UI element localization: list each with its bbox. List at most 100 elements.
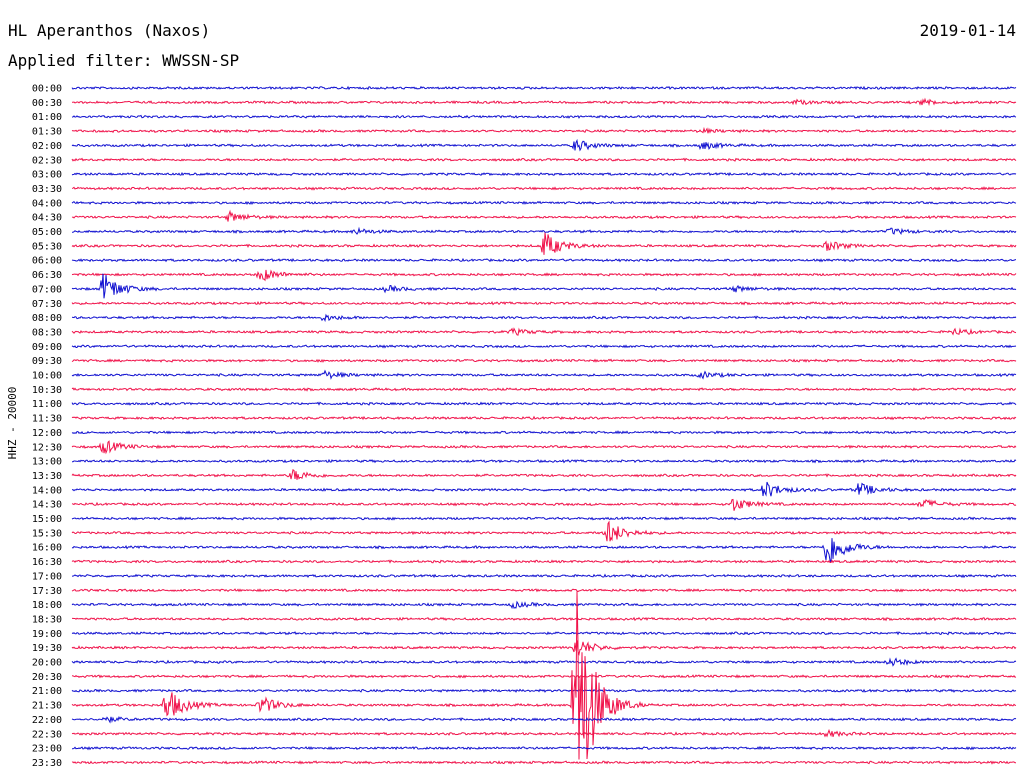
trace-line-0030 [71,97,1017,107]
time-label: 15:30 [32,528,62,539]
trace-line-0930 [71,358,1017,363]
trace-line-1600 [71,538,1017,563]
trace-line-0630 [71,269,1017,282]
trace-line-1630 [71,559,1017,564]
time-label: 03:00 [32,170,62,181]
trace-line-0600 [71,257,1017,263]
time-label: 06:30 [32,270,62,281]
trace-line-1000 [71,369,1017,380]
trace-line-1130 [71,415,1017,421]
trace-line-1930 [71,640,1017,656]
time-label: 00:00 [32,84,62,95]
trace-line-2200 [71,716,1017,724]
trace-line-0530 [71,232,1017,255]
time-label: 12:30 [32,442,62,453]
time-label: 07:00 [32,284,62,295]
station-title: HL Aperanthos (Naxos) [8,21,210,40]
trace-line-0300 [71,171,1017,177]
time-label: 18:30 [32,614,62,625]
trace-line-1700 [72,573,1017,579]
trace-line-1230 [71,440,1017,455]
trace-line-1800 [71,600,1017,610]
trace-line-0330 [71,186,1017,191]
time-label: 10:00 [32,371,62,382]
time-label: 23:00 [32,744,62,755]
time-label: 16:00 [32,543,62,554]
time-label: 06:00 [32,256,62,267]
time-label: 08:30 [32,327,62,338]
time-label: 03:30 [32,184,62,195]
trace-line-2100 [71,688,1017,693]
trace-line-1530 [71,520,1017,542]
trace-line-0130 [71,126,1017,134]
trace-line-0900 [71,344,1017,349]
time-label: 20:30 [32,672,62,683]
trace-line-0730 [71,301,1017,306]
trace-line-0700 [71,273,1017,299]
trace-line-2000 [71,657,1017,667]
time-label: 11:30 [32,414,62,425]
time-label: 04:00 [32,198,62,209]
time-label: 22:30 [32,729,62,740]
trace-line-0100 [71,114,1017,119]
time-label: 11:00 [32,399,62,410]
time-label-group: 00:00 00:30 01:00 01:30 02:00 02:30 03:00 03:30… [32,84,62,769]
trace-line-1830 [72,616,1017,622]
trace-line-0500 [72,226,1017,236]
time-label: 21:30 [32,701,62,712]
trace-line-1330 [71,469,1017,480]
trace-line-0200 [71,138,1017,152]
time-label: 22:00 [32,715,62,726]
time-label: 17:00 [32,571,62,582]
time-label: 12:00 [32,428,62,439]
trace-group [71,85,1017,765]
time-label: 00:30 [32,98,62,109]
time-label: 19:00 [32,629,62,640]
time-label: 20:00 [32,658,62,669]
trace-line-0400 [71,200,1017,205]
trace-line-2130 [71,591,1017,760]
time-label: 18:00 [32,600,62,611]
time-label: 13:00 [32,457,62,468]
trace-line-0430 [71,209,1017,222]
time-label: 10:30 [32,385,62,396]
time-label: 02:00 [32,141,62,152]
time-label: 04:30 [32,213,62,224]
trace-line-1300 [72,458,1017,464]
time-label: 14:30 [32,500,62,511]
trace-line-0800 [71,313,1017,323]
trace-line-1730 [71,587,1017,593]
time-label: 19:30 [32,643,62,654]
trace-line-1200 [71,430,1017,435]
time-label: 09:00 [32,342,62,353]
time-label: 01:00 [32,112,62,123]
time-label: 07:30 [32,299,62,310]
time-label: 23:30 [32,758,62,769]
time-label: 05:30 [32,241,62,252]
trace-line-0830 [71,327,1017,336]
trace-line-0000 [71,85,1017,91]
time-label: 15:00 [32,514,62,525]
trace-line-2230 [71,728,1017,738]
trace-line-1430 [71,498,1017,511]
time-label: 21:00 [32,686,62,697]
trace-line-0230 [71,157,1017,162]
filter-label: Applied filter: WWSSN-SP [8,51,239,70]
time-label: 05:00 [32,227,62,238]
time-label: 17:30 [32,586,62,597]
time-label: 14:00 [32,485,62,496]
trace-line-2330 [71,760,1016,765]
time-label: 01:30 [32,127,62,138]
trace-line-1400 [71,481,1017,497]
time-label: 09:30 [32,356,62,367]
time-label: 13:30 [32,471,62,482]
trace-line-2030 [71,674,1017,679]
trace-line-2300 [71,745,1017,751]
channel-label: HHZ - 20000 [6,387,19,460]
trace-line-1500 [71,516,1017,521]
trace-line-1100 [71,401,1017,406]
time-label: 16:30 [32,557,62,568]
record-date: 2019-01-14 [920,21,1016,40]
time-label: 08:00 [32,313,62,324]
